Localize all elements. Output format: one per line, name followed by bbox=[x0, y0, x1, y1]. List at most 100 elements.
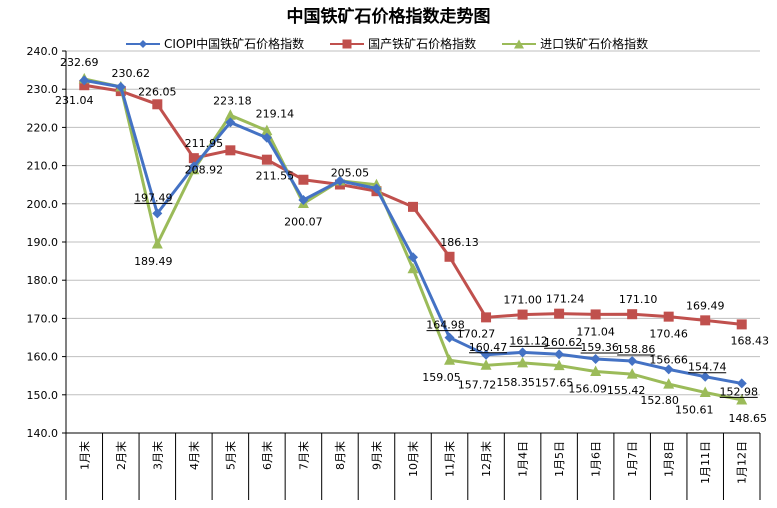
x-tick-label: 9月末 bbox=[369, 441, 383, 470]
y-tick-label: 160.0 bbox=[27, 351, 59, 364]
x-tick-label: 1月4日 bbox=[517, 441, 530, 477]
x-tick-label: 8月末 bbox=[333, 441, 347, 470]
data-point bbox=[407, 262, 419, 274]
data-label: 219.14 bbox=[256, 108, 295, 121]
legend-label-ciopi: CIOPI中国铁矿石价格指数 bbox=[164, 37, 305, 51]
data-label: 231.04 bbox=[55, 94, 94, 107]
data-label: 223.18 bbox=[213, 94, 252, 107]
data-label: 205.05 bbox=[331, 167, 370, 180]
data-point bbox=[79, 75, 90, 86]
data-point bbox=[627, 355, 638, 366]
data-label: 152.98 bbox=[719, 385, 758, 398]
x-tick-label: 1月12日 bbox=[736, 441, 749, 484]
legend-label-imported: 进口铁矿石价格指数 bbox=[540, 37, 649, 51]
data-label: 208.92 bbox=[185, 164, 224, 177]
data-point bbox=[444, 354, 456, 365]
y-tick-label: 180.0 bbox=[27, 274, 59, 287]
x-tick-label: 7月末 bbox=[296, 441, 310, 470]
data-label: 160.62 bbox=[544, 336, 583, 349]
legend-item-imported: 进口铁矿石价格指数 bbox=[502, 35, 648, 52]
data-point bbox=[590, 354, 601, 365]
data-label: 168.43 bbox=[730, 334, 769, 347]
data-point bbox=[152, 99, 163, 110]
legend-marker-diamond-icon bbox=[126, 39, 160, 48]
data-label: 157.72 bbox=[458, 378, 497, 391]
data-label: 164.98 bbox=[426, 319, 465, 332]
data-point bbox=[261, 124, 273, 136]
data-point bbox=[151, 237, 163, 249]
series-line bbox=[84, 78, 743, 385]
y-tick-label: 150.0 bbox=[27, 389, 59, 402]
data-point bbox=[663, 311, 674, 322]
x-tick-label: 1月末 bbox=[77, 441, 91, 470]
y-tick-label: 190.0 bbox=[27, 236, 59, 249]
data-point bbox=[298, 194, 309, 205]
data-point bbox=[736, 378, 747, 389]
data-label: 186.13 bbox=[440, 236, 479, 249]
data-point bbox=[626, 368, 638, 379]
data-point bbox=[188, 161, 199, 172]
y-tick-label: 170.0 bbox=[27, 312, 59, 325]
data-label: 170.27 bbox=[457, 327, 496, 340]
data-label: 148.65 bbox=[728, 412, 767, 425]
y-tick-label: 200.0 bbox=[27, 198, 59, 211]
data-label: 197.49 bbox=[134, 191, 173, 204]
data-label: 169.49 bbox=[686, 299, 725, 312]
data-point bbox=[408, 201, 418, 212]
data-point bbox=[554, 308, 565, 319]
data-label: 152.80 bbox=[640, 394, 679, 407]
data-point bbox=[517, 356, 529, 368]
data-point bbox=[444, 332, 455, 343]
data-point bbox=[554, 349, 565, 360]
data-point bbox=[517, 347, 528, 358]
y-tick-label: 140.0 bbox=[27, 427, 59, 440]
y-tick-label: 210.0 bbox=[27, 160, 59, 173]
data-label: 171.24 bbox=[546, 293, 585, 306]
data-label: 211.95 bbox=[185, 137, 224, 150]
y-tick-label: 220.0 bbox=[27, 121, 59, 134]
data-point bbox=[700, 371, 711, 382]
data-point bbox=[261, 154, 272, 165]
data-point bbox=[188, 153, 199, 164]
data-label: 156.09 bbox=[568, 383, 607, 396]
y-tick-label: 240.0 bbox=[27, 45, 59, 58]
data-label: 232.69 bbox=[60, 56, 99, 69]
data-point bbox=[480, 359, 492, 370]
data-point bbox=[152, 208, 163, 219]
x-tick-label: 1月8日 bbox=[663, 441, 676, 477]
data-point bbox=[663, 364, 674, 375]
data-label: 161.12 bbox=[509, 334, 548, 347]
data-label: 226.05 bbox=[138, 85, 177, 98]
data-point bbox=[224, 109, 236, 120]
x-tick-label: 1月5日 bbox=[553, 441, 566, 477]
data-point bbox=[225, 145, 236, 156]
x-tick-label: 11月末 bbox=[443, 441, 457, 477]
data-point bbox=[371, 183, 382, 194]
legend-item-ciopi: CIOPI中国铁矿石价格指数 bbox=[126, 35, 304, 52]
data-label: 170.46 bbox=[649, 328, 688, 341]
data-point bbox=[115, 81, 126, 92]
x-tick-label: 3月末 bbox=[150, 441, 164, 470]
x-tick-label: 2月末 bbox=[114, 441, 128, 470]
data-label: 159.05 bbox=[422, 371, 461, 384]
data-label: 230.62 bbox=[112, 67, 151, 80]
data-point bbox=[444, 251, 455, 262]
x-tick-label: 1月11日 bbox=[699, 441, 712, 484]
x-tick-label: 12月末 bbox=[479, 441, 493, 477]
data-label: 155.42 bbox=[607, 384, 646, 397]
data-point bbox=[700, 315, 711, 326]
data-point bbox=[590, 309, 601, 320]
data-point bbox=[481, 312, 492, 323]
data-label: 157.65 bbox=[535, 377, 574, 390]
data-point bbox=[261, 132, 272, 143]
data-point bbox=[517, 309, 528, 320]
data-point bbox=[699, 386, 711, 397]
data-label: 154.74 bbox=[688, 361, 727, 374]
data-point bbox=[408, 252, 418, 263]
data-point bbox=[225, 117, 236, 128]
x-tick-label: 6月末 bbox=[260, 441, 274, 470]
y-tick-label: 230.0 bbox=[27, 83, 59, 96]
x-tick-label: 1月6日 bbox=[590, 441, 603, 477]
data-point bbox=[298, 174, 309, 185]
